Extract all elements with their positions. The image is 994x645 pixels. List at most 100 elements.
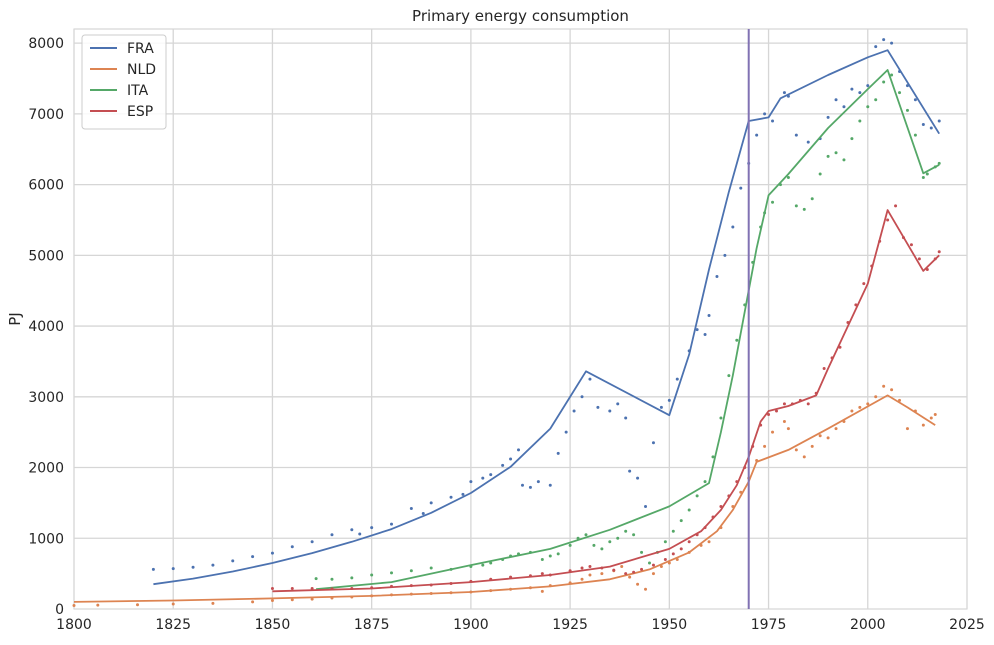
data-point bbox=[572, 409, 576, 413]
data-point bbox=[624, 416, 628, 420]
data-point bbox=[270, 599, 274, 603]
series-ita bbox=[314, 69, 941, 591]
data-point bbox=[509, 457, 513, 461]
data-point bbox=[171, 567, 175, 571]
data-point bbox=[596, 405, 600, 409]
x-tick-label: 1925 bbox=[552, 617, 588, 633]
data-point bbox=[671, 529, 675, 533]
data-point bbox=[782, 402, 786, 406]
data-point bbox=[636, 476, 640, 480]
data-point bbox=[270, 551, 274, 555]
data-point bbox=[771, 200, 775, 204]
y-tick-label: 6000 bbox=[28, 178, 64, 194]
data-point bbox=[763, 444, 767, 448]
data-point bbox=[564, 430, 568, 434]
data-point bbox=[707, 313, 711, 317]
y-tick-label: 5000 bbox=[28, 248, 64, 264]
data-point bbox=[905, 427, 909, 431]
data-point bbox=[548, 483, 552, 487]
data-point bbox=[671, 552, 675, 556]
data-point bbox=[647, 561, 651, 565]
data-point bbox=[858, 119, 862, 123]
data-point bbox=[679, 547, 683, 551]
data-point bbox=[921, 176, 925, 180]
data-point bbox=[703, 333, 707, 337]
data-point bbox=[703, 480, 707, 484]
data-point bbox=[667, 561, 671, 565]
data-point bbox=[774, 409, 778, 413]
data-point bbox=[624, 529, 628, 533]
data-point bbox=[270, 586, 274, 590]
data-point bbox=[632, 570, 636, 574]
legend-label: ITA bbox=[127, 83, 149, 99]
data-point bbox=[481, 563, 485, 567]
data-point bbox=[640, 567, 644, 571]
y-tick-label: 0 bbox=[55, 602, 64, 618]
data-point bbox=[612, 568, 616, 572]
data-point bbox=[536, 480, 540, 484]
data-point bbox=[632, 533, 636, 537]
data-point bbox=[929, 416, 933, 420]
data-point bbox=[556, 451, 560, 455]
y-tick-label: 1000 bbox=[28, 531, 64, 547]
data-point bbox=[231, 559, 235, 563]
data-point bbox=[929, 126, 933, 130]
data-point bbox=[834, 427, 838, 431]
data-point bbox=[711, 455, 715, 459]
data-point bbox=[608, 409, 612, 413]
data-point bbox=[937, 250, 941, 254]
data-point bbox=[449, 495, 453, 499]
data-point bbox=[687, 540, 691, 544]
data-point bbox=[909, 243, 913, 247]
y-tick-labels: 0 1000 2000 3000 4000 5000 6000 7000 8000 bbox=[28, 36, 64, 618]
data-point bbox=[695, 494, 699, 498]
x-tick-labels: 1800 1825 1850 1875 1900 1925 1950 1975 2000 2025 bbox=[56, 617, 985, 633]
data-point bbox=[695, 328, 699, 332]
data-point bbox=[679, 519, 683, 523]
y-axis-label: PJ bbox=[6, 312, 24, 325]
data-point bbox=[707, 540, 711, 544]
data-point bbox=[826, 154, 830, 158]
data-point bbox=[886, 218, 890, 222]
data-point bbox=[882, 80, 886, 84]
data-point bbox=[624, 572, 628, 576]
data-point bbox=[580, 577, 584, 581]
data-point bbox=[548, 554, 552, 558]
data-point bbox=[616, 402, 620, 406]
data-point bbox=[310, 597, 314, 601]
series-line bbox=[316, 69, 940, 591]
data-point bbox=[782, 91, 786, 95]
data-point bbox=[501, 463, 505, 467]
data-point bbox=[782, 420, 786, 424]
data-point bbox=[390, 571, 394, 575]
data-point bbox=[667, 398, 671, 402]
data-point bbox=[580, 395, 584, 399]
data-point bbox=[640, 550, 644, 554]
x-tick-label: 1975 bbox=[751, 617, 787, 633]
data-point bbox=[806, 402, 810, 406]
data-point bbox=[628, 469, 632, 473]
data-point bbox=[644, 587, 648, 591]
data-point bbox=[651, 572, 655, 576]
data-point bbox=[822, 367, 826, 371]
data-point bbox=[556, 552, 560, 556]
data-point bbox=[905, 108, 909, 112]
data-point bbox=[882, 384, 886, 388]
data-point bbox=[171, 602, 175, 606]
data-point bbox=[659, 565, 663, 569]
data-point bbox=[568, 543, 572, 547]
data-point bbox=[786, 176, 790, 180]
data-point bbox=[517, 448, 521, 452]
data-point bbox=[429, 566, 433, 570]
data-point bbox=[818, 172, 822, 176]
data-point bbox=[826, 436, 830, 440]
chart-title: Primary energy consumption bbox=[412, 7, 629, 25]
x-tick-label: 1950 bbox=[652, 617, 688, 633]
data-point bbox=[894, 204, 898, 208]
plot-background bbox=[73, 28, 968, 610]
data-point bbox=[620, 565, 624, 569]
data-point bbox=[850, 137, 854, 141]
data-point bbox=[540, 589, 544, 593]
data-point bbox=[608, 540, 612, 544]
